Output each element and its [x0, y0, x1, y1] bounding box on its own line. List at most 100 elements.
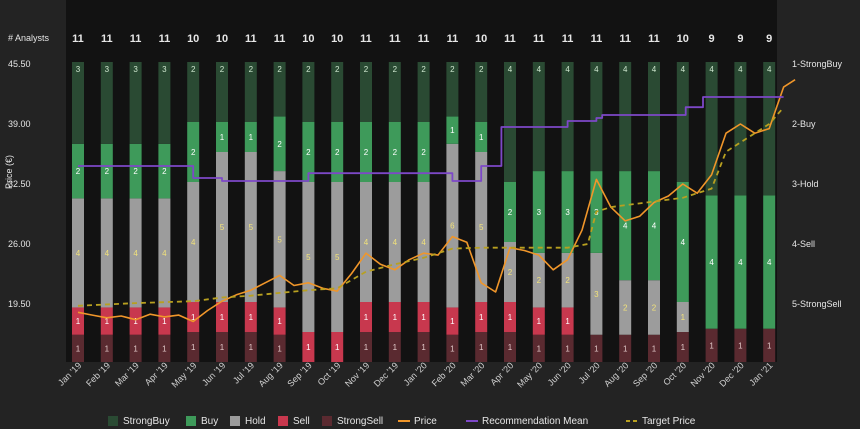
- analyst-count: 11: [504, 33, 516, 45]
- bar-segment-buy: [187, 122, 200, 182]
- line-series: [77, 79, 796, 323]
- bar-segment-hold: [590, 252, 603, 335]
- bar-segment-strongbuy: [417, 62, 430, 122]
- bar-label-hold: 1: [681, 313, 686, 322]
- analyst-count: 11: [533, 33, 545, 45]
- bar-segment-strongbuy: [216, 62, 228, 122]
- bar-label-strongbuy: 4: [652, 65, 657, 74]
- bar-label-sell: 1: [162, 317, 167, 326]
- bar-label-hold: 4: [364, 238, 369, 247]
- bar-label-buy: 3: [537, 208, 542, 217]
- bar-segment-strongbuy: [129, 62, 142, 144]
- bar-label-buy: 4: [767, 258, 772, 267]
- bar-segment-strongbuy: [273, 62, 286, 117]
- analyst-count: 11: [101, 33, 113, 45]
- bar-segment-buy: [648, 171, 660, 281]
- bar-label-strongbuy: 2: [364, 65, 369, 74]
- bar-label-hold: 5: [220, 223, 225, 232]
- bar-segment-sell: [331, 332, 344, 362]
- bar-label-sell: 1: [508, 313, 513, 322]
- y-tick-label: 39.00: [8, 119, 31, 129]
- bar-segment-sell: [302, 332, 315, 362]
- legend-swatch-strongbuy: [108, 416, 118, 426]
- bar-segment-sell: [273, 307, 286, 335]
- analyst-count: 11: [130, 33, 142, 45]
- bar-label-sell: 1: [249, 313, 254, 322]
- bar-label-sell: 1: [191, 313, 196, 322]
- bar-segment-sell: [532, 307, 545, 335]
- bar-segment-strongsell: [187, 332, 200, 362]
- bar-label-strongsell: 1: [450, 344, 455, 353]
- legend-label-price: Price: [414, 416, 437, 427]
- bar-segment-buy: [705, 195, 718, 329]
- bar-label-strongbuy: 2: [249, 65, 254, 74]
- bar-label-strongsell: 1: [249, 343, 254, 352]
- bar-label-strongsell: 1: [76, 344, 81, 353]
- bar-segment-strongsell: [561, 334, 574, 362]
- bar-segment-strongbuy: [676, 62, 689, 182]
- legend-swatch-sell: [278, 416, 288, 426]
- bar-label-buy: 1: [249, 133, 254, 142]
- bar-label-buy: 2: [421, 148, 426, 157]
- bar-segment-strongbuy: [331, 62, 344, 122]
- analyst-count: 10: [331, 33, 343, 45]
- bar-segment-buy: [561, 171, 574, 253]
- bar-label-strongsell: 1: [220, 343, 225, 352]
- target-price-line: [77, 106, 785, 307]
- bar-label-buy: 4: [709, 258, 714, 267]
- bar-label-sell: 1: [364, 313, 369, 322]
- bar-label-buy: 2: [306, 148, 311, 157]
- bar-segment-strongbuy: [734, 62, 747, 196]
- bar-segment-hold: [561, 252, 574, 308]
- bar-label-buy: 1: [220, 133, 225, 142]
- bar-label-strongsell: 1: [767, 341, 772, 350]
- y-tick-label: 32.50: [8, 179, 31, 189]
- bar-label-strongsell: 1: [277, 344, 282, 353]
- bar-segment-buy: [388, 122, 401, 182]
- bar-label-strongsell: 1: [681, 343, 686, 352]
- bar-label-hold: 5: [277, 235, 282, 244]
- bar-label-strongsell: 1: [393, 343, 398, 352]
- bar-segment-strongbuy: [648, 62, 660, 172]
- bar-label-strongbuy: 2: [421, 65, 426, 74]
- bar-label-hold: 4: [76, 249, 81, 258]
- bar-label-strongsell: 1: [421, 343, 426, 352]
- bar-segment-hold: [216, 152, 228, 302]
- bar-segment-hold: [360, 182, 372, 302]
- bar-segment-buy: [302, 122, 315, 182]
- bar-segment-buy: [244, 122, 257, 152]
- bar-segment-hold: [532, 252, 545, 308]
- bar-segment-sell: [244, 302, 257, 332]
- bar-segment-sell: [158, 307, 171, 335]
- bar-segment-hold: [100, 198, 113, 308]
- bar-label-buy: 2: [76, 167, 81, 176]
- bar-label-strongsell: 1: [508, 343, 513, 352]
- bar-label-hold: 6: [450, 222, 455, 231]
- bar-label-sell: 1: [421, 313, 426, 322]
- bar-label-buy: 2: [162, 167, 167, 176]
- bar-label-sell: 1: [220, 313, 225, 322]
- bar-label-buy: 2: [191, 148, 196, 157]
- rating-tick-label: 5-StrongSell: [792, 299, 842, 309]
- bar-label-buy: 2: [277, 140, 282, 149]
- bar-label-buy: 1: [450, 126, 455, 135]
- bar-segment-sell: [129, 307, 142, 335]
- bar-label-sell: 1: [565, 317, 570, 326]
- bar-stacks: 1 1 4 2 3 1 1 4 2 3 1 1 4 2 3 1 1 4 2 3 1 1 4 2 2 1 1 5 1 2 1 1 5 1 2 1 1 5 2 2…: [72, 62, 776, 362]
- bar-segment-sell: [72, 307, 84, 335]
- bar-segment-sell: [360, 302, 372, 332]
- bar-segment-buy: [216, 122, 228, 152]
- analyst-count: 11: [447, 33, 459, 45]
- legend: StrongBuy Buy Hold Sell StrongSell Price Recom…: [108, 416, 696, 427]
- bar-segment-buy: [763, 195, 776, 329]
- bar-segment-hold: [619, 280, 632, 335]
- bar-label-strongsell: 1: [738, 341, 743, 350]
- bar-segment-buy: [446, 116, 459, 144]
- bar-segment-strongsell: [388, 332, 401, 362]
- bar-label-strongbuy: 3: [133, 65, 138, 74]
- bar-segment-strongsell: [158, 334, 171, 362]
- bar-segment-hold: [129, 198, 142, 308]
- bar-segment-sell: [187, 302, 200, 332]
- bar-segment-strongsell: [475, 332, 488, 362]
- bar-label-hold: 2: [537, 276, 542, 285]
